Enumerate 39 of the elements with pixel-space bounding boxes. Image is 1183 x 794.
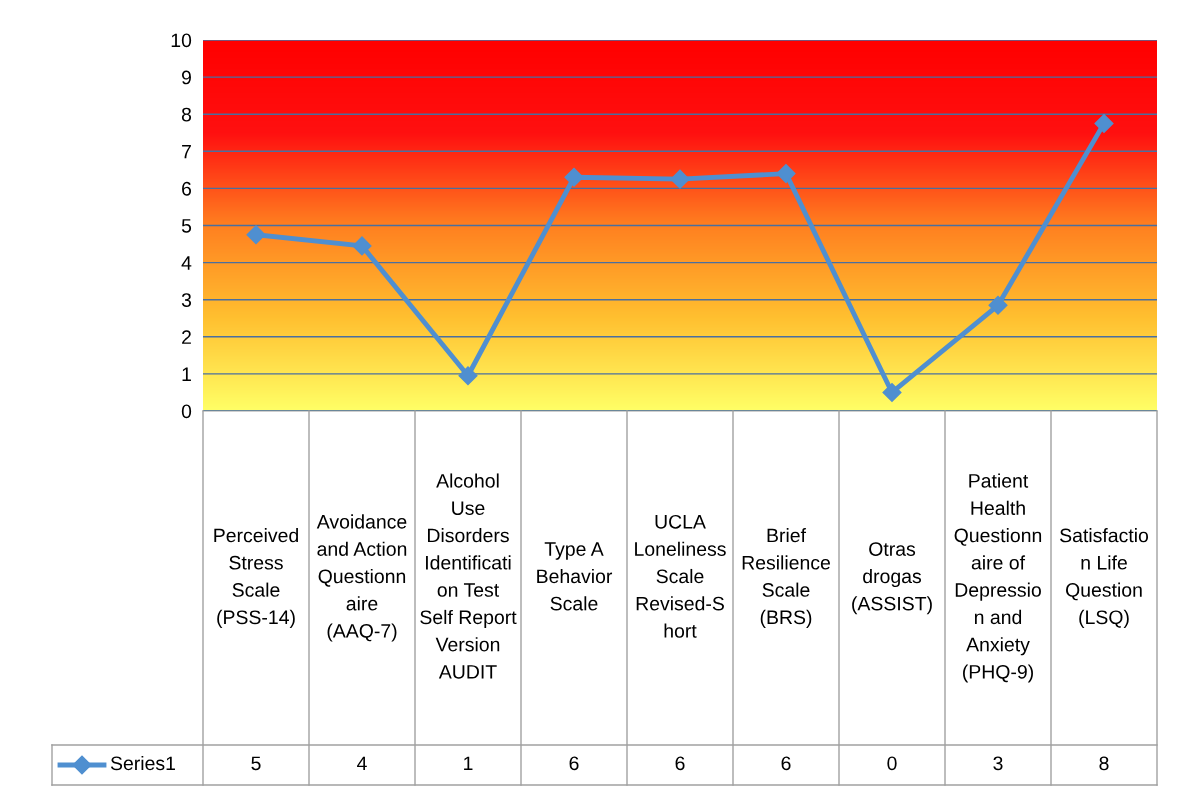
- data-label: 6: [569, 756, 579, 771]
- data-label: 1: [464, 756, 473, 771]
- x-tick-label: Type A Behavior Scale: [537, 542, 613, 611]
- y-tick-label: 1: [182, 367, 191, 381]
- y-tick-label: 5: [181, 219, 192, 233]
- x-tick-label: Brief Resilience Scale (BRS): [742, 528, 830, 628]
- data-label: 4: [357, 756, 367, 771]
- point: [246, 225, 266, 245]
- y-tick-label: 9: [181, 70, 191, 85]
- y-tick-label: 8: [181, 107, 192, 122]
- x-tick-label: Perceived Stress Scale (PSS-14): [214, 528, 298, 628]
- x-tick-label: UCLA Loneliness Scale Revised-Short: [635, 514, 726, 638]
- point: [352, 236, 372, 256]
- point: [670, 169, 690, 189]
- y-tick-label: 10: [171, 33, 192, 48]
- point: [458, 366, 478, 386]
- point: [1094, 113, 1114, 134]
- x-tick-label: Avoidance and Action Questionnaire (AAQ-7): [316, 514, 407, 642]
- point: [776, 164, 796, 184]
- data-label: 6: [675, 756, 685, 771]
- point: [564, 167, 584, 187]
- data-label: 6: [781, 756, 791, 771]
- x-tick-label: Alcohol Use Disorders Identification Test Self Report Version AUDIT: [420, 473, 517, 679]
- point: [988, 295, 1008, 315]
- x-tick-label: Otras drogas (ASSIST): [852, 542, 932, 615]
- x-tick-label: Patient Health Questionnaire of Depression and Anxiety (PHQ-9): [954, 473, 1042, 683]
- y-tick-label: 4: [181, 256, 192, 270]
- legend-label: Series1: [110, 755, 175, 771]
- x-tick-label: Satisfaction Life Question (LSQ): [1060, 528, 1149, 628]
- data-label: 0: [887, 756, 897, 771]
- data-label: 3: [993, 756, 1003, 771]
- data-label: 8: [1099, 756, 1109, 771]
- y-tick-label: 3: [181, 293, 192, 307]
- y-tick-label: 6: [182, 181, 192, 196]
- y-tick-label: 2: [182, 330, 191, 344]
- y-tick-label: 7: [182, 144, 191, 159]
- y-tick-label: 0: [181, 404, 192, 419]
- point: [882, 382, 902, 402]
- data-label: 5: [251, 756, 261, 771]
